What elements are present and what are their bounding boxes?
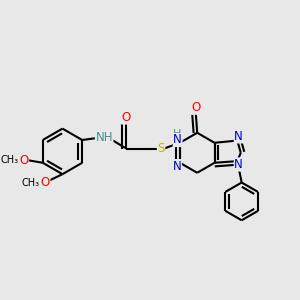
Text: N: N bbox=[173, 134, 182, 146]
Text: N: N bbox=[173, 160, 182, 172]
Text: CH₃: CH₃ bbox=[0, 155, 19, 165]
Text: NH: NH bbox=[95, 131, 113, 144]
Text: N: N bbox=[234, 130, 243, 143]
Text: S: S bbox=[158, 142, 165, 155]
Text: H: H bbox=[173, 129, 181, 140]
Text: N: N bbox=[234, 158, 243, 171]
Text: O: O bbox=[19, 154, 28, 166]
Text: CH₃: CH₃ bbox=[22, 178, 40, 188]
Text: O: O bbox=[122, 111, 131, 124]
Text: O: O bbox=[40, 176, 50, 189]
Text: O: O bbox=[191, 101, 200, 114]
